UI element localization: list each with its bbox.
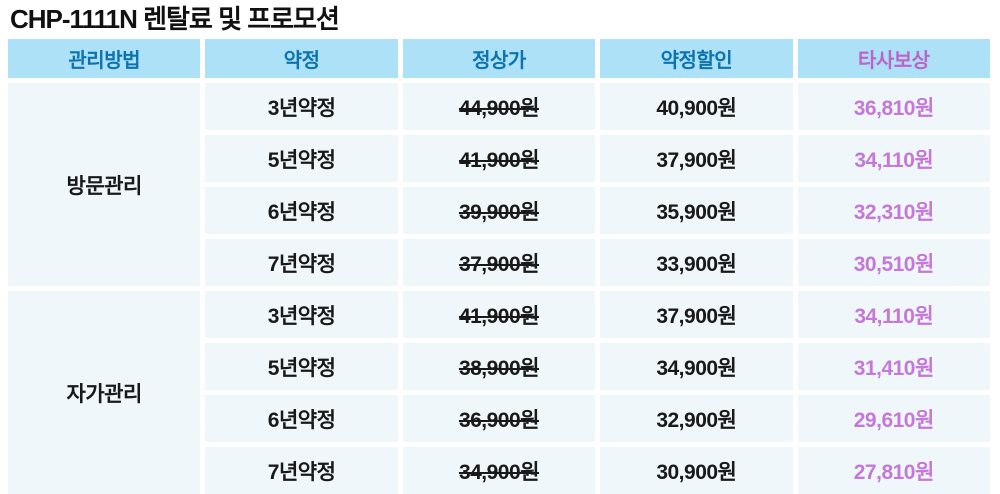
table-row: 5년약정 41,900원 37,900원 34,110원 bbox=[8, 135, 990, 182]
table-row: 6년약정 36,900원 32,900원 29,610원 bbox=[8, 395, 990, 442]
term-cell: 3년약정 bbox=[205, 83, 398, 130]
discount-price-cell: 40,900원 bbox=[600, 83, 793, 130]
reward-price-cell: 34,110원 bbox=[797, 291, 990, 338]
list-price-cell: 36,900원 bbox=[402, 395, 596, 442]
term-cell: 6년약정 bbox=[205, 187, 398, 234]
list-price-cell: 44,900원 bbox=[402, 83, 596, 130]
term-cell: 7년약정 bbox=[205, 239, 398, 286]
discount-price-cell: 37,900원 bbox=[600, 291, 793, 338]
term-cell: 6년약정 bbox=[205, 395, 398, 442]
header-management: 관리방법 bbox=[8, 39, 201, 78]
discount-price-cell: 37,900원 bbox=[600, 135, 793, 182]
discount-price-cell: 34,900원 bbox=[600, 343, 793, 390]
table-row: 7년약정 34,900원 30,900원 27,810원 bbox=[8, 447, 990, 494]
table-row: 자가관리 3년약정 41,900원 37,900원 34,110원 bbox=[8, 291, 990, 494]
term-cell: 5년약정 bbox=[205, 135, 398, 182]
list-price-cell: 34,900원 bbox=[402, 447, 596, 494]
list-price-cell: 41,900원 bbox=[402, 291, 596, 338]
reward-price-cell: 31,410원 bbox=[797, 343, 990, 390]
header-contract-discount: 약정할인 bbox=[600, 39, 793, 78]
table-row: 6년약정 39,900원 35,900원 32,310원 bbox=[8, 187, 990, 234]
pricing-table: 관리방법 약정 정상가 약정할인 타사보상 방문관리 3년약정 44,900원 … bbox=[3, 34, 995, 494]
discount-price-cell: 32,900원 bbox=[600, 395, 793, 442]
page-title: CHP-1111N 렌탈료 및 프로모션 bbox=[10, 4, 340, 34]
reward-price-cell: 32,310원 bbox=[797, 187, 990, 234]
reward-price-cell: 36,810원 bbox=[797, 83, 990, 130]
reward-price-cell: 30,510원 bbox=[797, 239, 990, 286]
table-row: 7년약정 37,900원 33,900원 30,510원 bbox=[8, 239, 990, 286]
term-cell: 3년약정 bbox=[205, 291, 398, 338]
reward-price-cell: 27,810원 bbox=[797, 447, 990, 494]
header-list-price: 정상가 bbox=[402, 39, 596, 78]
header-competitor-reward: 타사보상 bbox=[797, 39, 990, 78]
header-term: 약정 bbox=[205, 39, 398, 78]
discount-price-cell: 35,900원 bbox=[600, 187, 793, 234]
reward-price-cell: 34,110원 bbox=[797, 135, 990, 182]
table-row: 방문관리 3년약정 44,900원 40,900원 36,810원 bbox=[8, 83, 990, 286]
term-cell: 7년약정 bbox=[205, 447, 398, 494]
discount-price-cell: 30,900원 bbox=[600, 447, 793, 494]
header-row: 관리방법 약정 정상가 약정할인 타사보상 bbox=[8, 39, 990, 78]
list-price-cell: 38,900원 bbox=[402, 343, 596, 390]
management-cell: 방문관리 bbox=[8, 83, 201, 286]
term-cell: 5년약정 bbox=[205, 343, 398, 390]
discount-price-cell: 33,900원 bbox=[600, 239, 793, 286]
reward-price-cell: 29,610원 bbox=[797, 395, 990, 442]
management-cell: 자가관리 bbox=[8, 291, 201, 494]
list-price-cell: 39,900원 bbox=[402, 187, 596, 234]
list-price-cell: 37,900원 bbox=[402, 239, 596, 286]
list-price-cell: 41,900원 bbox=[402, 135, 596, 182]
table-row: 5년약정 38,900원 34,900원 31,410원 bbox=[8, 343, 990, 390]
